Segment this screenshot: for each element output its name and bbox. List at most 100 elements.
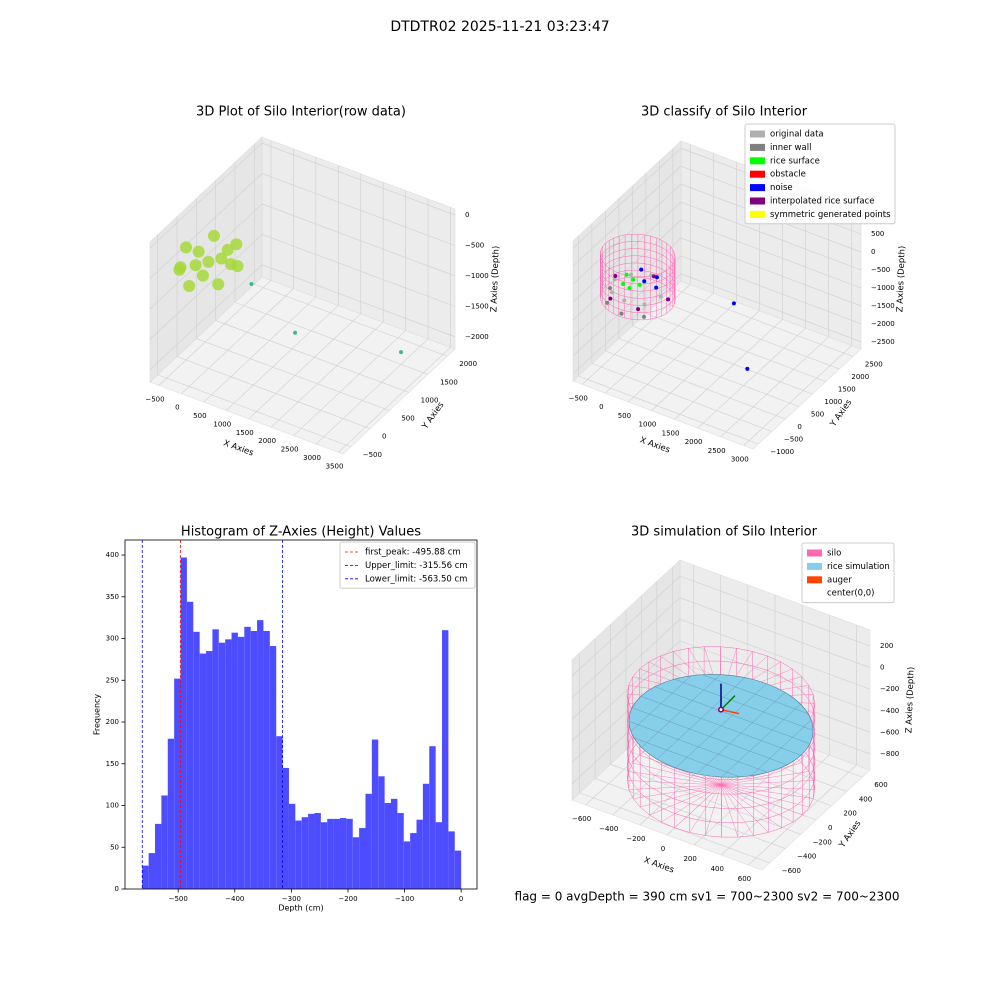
data-point <box>629 272 634 277</box>
z-tick-label: −1000 <box>465 272 489 280</box>
wireframe-spoke <box>720 784 815 790</box>
grid-line <box>651 310 760 411</box>
x-tick-label: 500 <box>618 412 631 420</box>
x-tick-label: 0 <box>175 404 179 412</box>
grid-line <box>659 300 840 370</box>
data-point <box>642 314 647 319</box>
data-point <box>196 269 209 282</box>
grid-line <box>672 288 854 357</box>
legend-label: Upper_limit: -315.56 cm <box>365 561 468 571</box>
grid-line <box>149 234 263 340</box>
grid-line <box>632 325 813 395</box>
legend-label: obstacle <box>770 170 806 180</box>
surface-mesh <box>654 686 810 744</box>
data-point <box>605 300 610 305</box>
grid-line <box>176 356 371 429</box>
grid-line <box>674 319 783 420</box>
grid-line <box>149 264 263 371</box>
data-point <box>658 294 663 299</box>
data-point <box>249 282 254 287</box>
wireframe-spoke <box>649 784 722 816</box>
grid-line <box>571 575 681 677</box>
wireframe-spoke <box>720 784 739 838</box>
legend-box <box>801 542 895 604</box>
wireframe-spoke <box>720 784 722 838</box>
z-tick-label: 0 <box>465 211 469 219</box>
legend-patch <box>750 170 765 178</box>
z-tick-label: −200 <box>880 685 899 693</box>
z-tick-label: 0 <box>880 664 884 672</box>
legend-patch <box>750 130 765 138</box>
surface-mesh <box>640 696 802 756</box>
z-tick-label: −500 <box>871 266 890 274</box>
grid-line <box>571 619 681 720</box>
bar <box>231 632 238 889</box>
x-tick-label: −400 <box>225 895 244 903</box>
surface-mesh <box>721 703 801 778</box>
grid-line <box>591 363 773 432</box>
z-tick-label: −2000 <box>465 333 489 341</box>
legend-label: first_peak: -495.88 cm <box>365 548 461 558</box>
y-tick-label: −400 <box>797 853 816 861</box>
grid-line <box>261 142 456 216</box>
bar <box>295 820 302 889</box>
x-tick-label: −600 <box>572 815 591 823</box>
y-tick-label: −1000 <box>770 448 794 456</box>
x-tick-label: 3000 <box>303 454 321 462</box>
grid-line <box>571 597 681 698</box>
y-tick-label: 200 <box>843 810 856 818</box>
bar <box>282 767 289 889</box>
grid-line <box>572 273 682 375</box>
figure-title: DTDTR02 2025-11-21 03:23:47 <box>390 19 609 35</box>
legend-patch <box>750 157 765 165</box>
data-point <box>639 267 644 272</box>
grid-line <box>572 255 682 357</box>
bar <box>301 817 309 889</box>
x-tick-label: −200 <box>626 835 645 843</box>
bar <box>435 822 443 889</box>
x-tick-label: 1000 <box>213 420 231 428</box>
grid-line <box>572 219 682 321</box>
grid-line <box>679 618 871 690</box>
wireframe-spoke <box>720 784 803 816</box>
bar <box>352 837 360 889</box>
bar <box>199 653 207 889</box>
wireframe-spoke <box>632 762 722 786</box>
data-point <box>610 290 615 295</box>
y-tick-label: 600 <box>874 781 887 789</box>
y-tick-label: 1500 <box>838 386 856 394</box>
data-point <box>231 260 244 273</box>
y-tick-label: −600 <box>782 867 801 875</box>
y-tick-label: 1500 <box>440 378 458 386</box>
data-point <box>624 272 629 277</box>
z-tick-label: 200 <box>880 642 893 650</box>
legend-label: silo <box>827 549 841 559</box>
wireframe-spoke <box>639 754 722 786</box>
bar <box>454 850 462 889</box>
y-tick-label: 500 <box>401 415 414 423</box>
x-tick-label: 2000 <box>258 437 276 445</box>
legend-patch <box>807 589 822 597</box>
bar <box>327 818 334 889</box>
grid-line <box>248 313 361 420</box>
y-tick-label: 200 <box>106 718 119 726</box>
bar <box>174 678 181 889</box>
legend-label: symmetric generated points <box>770 210 891 220</box>
z-tick-label: −2500 <box>871 338 895 346</box>
grid-line <box>572 183 682 285</box>
grid-line <box>572 165 682 267</box>
wireframe-spoke <box>720 784 810 808</box>
grid-line <box>679 597 871 668</box>
grid-line <box>572 201 682 303</box>
data-point <box>651 274 656 279</box>
x-axis-label: Depth (cm) <box>278 904 323 913</box>
legend-label: auger <box>827 575 852 585</box>
data-point <box>608 286 613 291</box>
legend-patch <box>750 184 765 192</box>
legend-box <box>339 541 476 589</box>
bar <box>193 631 200 889</box>
grid-line <box>254 283 448 357</box>
auger-arrow <box>720 708 740 715</box>
status-text: flag = 0 avgDepth = 390 cm sv1 = 700~230… <box>515 890 900 904</box>
